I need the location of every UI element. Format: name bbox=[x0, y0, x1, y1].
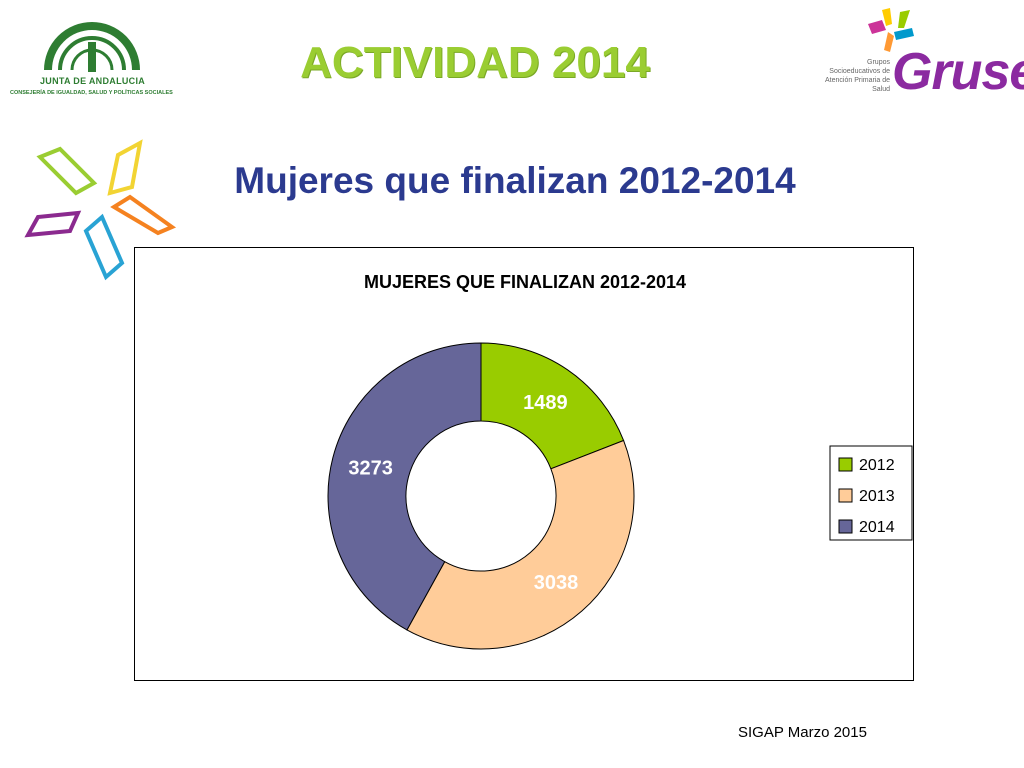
data-label-2014: 3273 bbox=[348, 458, 393, 480]
chart-title: MUJERES QUE FINALIZAN 2012-2014 bbox=[364, 272, 686, 292]
chart-data-labels: 1489 3038 3273 bbox=[348, 392, 578, 594]
junta-de-andalucia-logo: JUNTA DE ANDALUCIA CONSEJERÍA DE IGUALDA… bbox=[8, 22, 176, 102]
legend-swatch-2013 bbox=[838, 488, 853, 503]
doughnut-chart: MUJERES QUE FINALIZAN 2012-2014 1489 3038… bbox=[327, 272, 913, 650]
legend-label-2012: 2012 bbox=[859, 457, 895, 474]
gruse-logo-word: Gruse bbox=[892, 43, 1024, 101]
slice-2014 bbox=[327, 342, 482, 631]
slice-2012 bbox=[480, 342, 625, 470]
data-label-2012: 1489 bbox=[523, 392, 568, 414]
chart-legend: 2012 2013 2014 bbox=[829, 445, 913, 541]
legend-swatch-2014 bbox=[838, 519, 853, 534]
gruse-logo: Grupos Socioeducativos de Atención Prima… bbox=[825, 6, 1024, 116]
chart-frame: MUJERES QUE FINALIZAN 2012-2014 1489 3038… bbox=[134, 247, 914, 681]
footer-source: SIGAP Marzo 2015 bbox=[738, 724, 867, 741]
gruse-logo-caption: Grupos Socioeducativos de Atención Prima… bbox=[825, 59, 890, 93]
gruse-star-icon bbox=[868, 8, 914, 52]
page-title: ACTIVIDAD 2014 bbox=[300, 38, 650, 87]
legend-label-2013: 2013 bbox=[859, 488, 895, 505]
junta-arch-icon bbox=[44, 22, 140, 72]
junta-logo-name: JUNTA DE ANDALUCIA bbox=[40, 76, 146, 86]
legend-swatch-2012 bbox=[838, 457, 853, 472]
data-label-2013: 3038 bbox=[534, 572, 579, 594]
legend-label-2014: 2014 bbox=[859, 519, 895, 536]
chart-slices bbox=[327, 342, 635, 650]
junta-logo-subtitle: CONSEJERÍA DE IGUALDAD, SALUD Y POLÍTICA… bbox=[10, 90, 173, 96]
decorative-petals-icon bbox=[24, 139, 177, 281]
slice-2013 bbox=[406, 439, 635, 650]
slide-subtitle: Mujeres que finalizan 2012-2014 bbox=[234, 160, 796, 201]
